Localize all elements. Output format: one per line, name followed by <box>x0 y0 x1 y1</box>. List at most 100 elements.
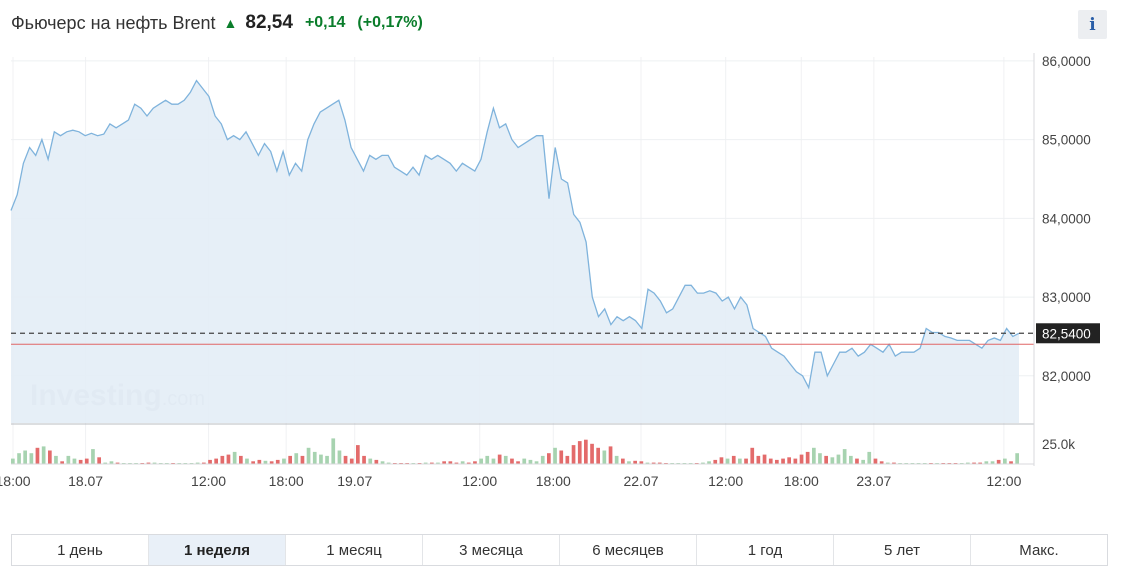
volume-bar <box>651 462 656 464</box>
volume-bar <box>368 458 373 464</box>
volume-bar <box>750 447 755 464</box>
x-tick-label: 18.07 <box>68 473 103 489</box>
volume-bar <box>17 453 21 464</box>
info-icon: i <box>1089 14 1096 35</box>
volume-bar <box>1003 458 1007 464</box>
range-tab[interactable]: 1 день <box>12 535 149 565</box>
volume-bar <box>867 451 872 465</box>
range-tab[interactable]: 3 месяца <box>423 535 560 565</box>
price-change-percent: (+0,17%) <box>357 14 423 31</box>
volume-bar <box>762 454 767 464</box>
x-tick-label: 19.07 <box>337 473 372 489</box>
range-tab[interactable]: 6 месяцев <box>560 535 697 565</box>
volume-bar <box>966 462 970 464</box>
price-tick-label: 85,0000 <box>1042 133 1091 148</box>
volume-bar <box>97 457 101 465</box>
price-tick-label: 86,0000 <box>1042 54 1091 69</box>
volume-bar <box>35 447 40 464</box>
volume-bar <box>978 462 982 464</box>
volume-bar <box>386 462 391 464</box>
price-chart[interactable]: Investing.com86,000085,000084,000083,000… <box>0 0 1121 500</box>
volume-bar <box>84 458 89 464</box>
volume-bar <box>855 458 859 464</box>
volume-bar <box>614 455 619 464</box>
price-area <box>11 80 1019 423</box>
volume-bar <box>263 460 268 464</box>
volume-bar <box>818 453 822 464</box>
volume-bar <box>78 459 83 464</box>
volume-bar <box>220 455 225 464</box>
price-tick-label: 82,0000 <box>1042 369 1091 384</box>
volume-bar <box>319 454 323 464</box>
volume-bar <box>54 455 58 464</box>
volume-bar <box>812 447 816 464</box>
volume-bar <box>436 462 440 464</box>
volume-bar <box>984 461 989 464</box>
volume-bar <box>115 462 120 464</box>
volume-bar <box>639 461 644 464</box>
range-tab[interactable]: 1 год <box>697 535 834 565</box>
volume-bar <box>423 462 428 464</box>
volume-bar <box>11 458 15 464</box>
volume-bar <box>325 455 329 464</box>
volume-bar <box>756 455 761 464</box>
volume-bar <box>547 453 551 464</box>
volume-bar <box>466 462 471 464</box>
volume-bar <box>454 462 459 464</box>
volume-bar <box>873 458 878 464</box>
volume-bar <box>608 446 613 464</box>
volume-bar <box>657 462 662 464</box>
x-tick-label: 12:00 <box>986 473 1021 489</box>
range-tab[interactable]: 1 неделя <box>149 535 286 565</box>
volume-bar <box>275 459 280 464</box>
volume-bar <box>768 458 773 464</box>
volume-bar <box>473 461 477 464</box>
volume-bar <box>41 446 46 464</box>
volume-bar <box>510 458 514 464</box>
range-tab[interactable]: 1 месяц <box>286 535 423 565</box>
volume-bar <box>109 461 114 464</box>
arrow-up-icon: ▲ <box>223 15 238 31</box>
volume-bar <box>885 462 890 464</box>
volume-bar <box>251 461 255 464</box>
volume-bar <box>430 462 434 464</box>
volume-bar <box>497 454 502 464</box>
volume-bar <box>577 441 582 464</box>
volume-bar <box>824 455 828 464</box>
volume-bar <box>701 462 705 464</box>
volume-bar <box>300 455 305 464</box>
volume-bar <box>491 458 496 464</box>
volume-bar <box>29 453 34 464</box>
volume-bar <box>602 450 607 464</box>
volume-bar <box>645 462 650 464</box>
volume-bar <box>269 461 274 464</box>
info-button[interactable]: i <box>1078 10 1107 39</box>
volume-bar <box>738 458 742 464</box>
last-price-badge <box>1036 323 1100 344</box>
volume-bar <box>460 461 465 464</box>
x-tick-label: 12:00 <box>708 473 743 489</box>
volume-bar <box>744 458 748 464</box>
volume-bar <box>503 455 508 464</box>
volume-bar <box>448 461 453 464</box>
volume-bar <box>565 455 570 464</box>
volume-bar <box>559 450 564 464</box>
volume-bar <box>775 459 779 464</box>
volume-bar <box>232 451 237 465</box>
volume-bar <box>245 458 249 464</box>
volume-bar <box>516 461 520 464</box>
range-tab[interactable]: 5 лет <box>834 535 971 565</box>
range-tab[interactable]: Макс. <box>1019 541 1059 559</box>
volume-bar <box>892 462 896 464</box>
volume-bar <box>202 462 206 464</box>
volume-bar <box>719 457 724 465</box>
volume-bar <box>972 462 976 464</box>
volume-bar <box>1009 461 1013 464</box>
volume-bar <box>312 451 317 465</box>
volume-axis-label: 25.0k <box>1042 437 1075 452</box>
x-tick-label: 12:00 <box>191 473 226 489</box>
volume-bar <box>23 450 27 464</box>
volume-bar <box>596 447 600 464</box>
volume-bar <box>152 462 157 464</box>
volume-bar <box>239 455 243 464</box>
